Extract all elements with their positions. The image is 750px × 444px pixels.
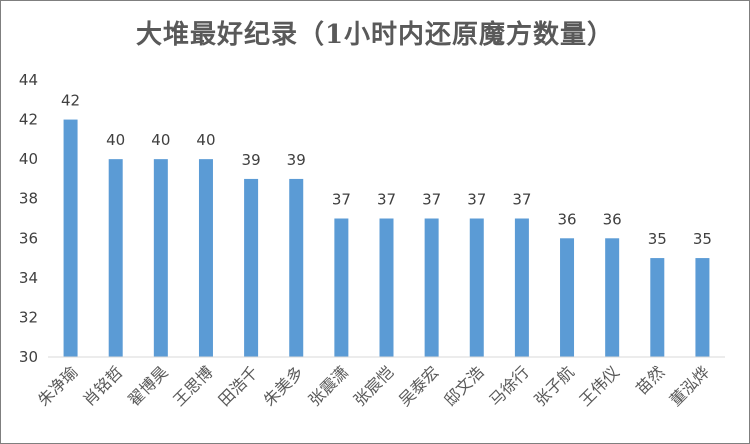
bar [605,238,620,357]
data-label: 39 [287,151,306,169]
x-tick-label: 董泓烨 [666,362,713,409]
y-axis: 30 32 34 36 38 40 42 44 [19,71,38,366]
y-tick-label: 44 [19,71,38,89]
bar [424,218,439,357]
bar [108,159,123,357]
x-tick-label: 朱美多 [260,362,307,409]
bar [650,258,665,357]
x-tick-label: 肖铭哲 [79,362,126,409]
data-label: 36 [557,210,576,228]
data-label: 39 [242,151,261,169]
x-tick-label: 田浩千 [215,362,262,409]
data-label: 42 [61,92,80,110]
x-tick-label: 王思博 [169,362,216,409]
data-label: 37 [377,191,396,209]
x-tick-label: 朱净瑜 [34,362,81,409]
y-tick-label: 32 [19,308,38,326]
x-tick-label: 翟博昊 [124,362,171,409]
x-tick-label: 张宸恺 [350,362,397,409]
bar [334,218,349,357]
bar [379,218,394,357]
bar [153,159,168,357]
x-tick-label: 张子航 [530,362,577,409]
x-tick-label: 邸文浩 [440,362,487,409]
data-label: 36 [603,210,622,228]
data-label: 35 [648,230,667,248]
data-label: 40 [151,131,170,149]
x-tick-label: 马徐行 [485,362,532,409]
y-tick-label: 42 [19,111,38,129]
bar [695,258,710,357]
chart-title: 大堆最好纪录（1小时内还原魔方数量） [135,20,615,50]
y-tick-label: 38 [19,190,38,208]
bar [244,178,259,357]
y-tick-label: 34 [19,269,38,287]
data-label: 40 [106,131,125,149]
y-tick-label: 40 [19,150,38,168]
y-tick-label: 36 [19,229,38,247]
data-label: 37 [332,191,351,209]
bar [198,159,213,357]
bar [560,238,575,357]
data-label: 37 [512,191,531,209]
bar [63,119,78,357]
y-tick-label: 30 [19,348,38,366]
x-tick-label: 张震潇 [305,362,352,409]
data-label: 35 [693,230,712,248]
x-tick-label: 吴泰宏 [395,362,442,409]
bar [514,218,529,357]
bars [63,119,710,357]
data-label: 37 [467,191,486,209]
bar [289,178,304,357]
x-tick-label: 王伟仪 [576,362,623,409]
x-tick-label: 苗然 [632,362,668,398]
bar [469,218,484,357]
data-label: 40 [196,131,215,149]
data-label: 37 [422,191,441,209]
data-labels: 42 40 40 40 39 39 37 37 37 37 37 36 36 35 35 [61,92,712,249]
x-axis-labels: 朱净瑜肖铭哲翟博昊王思博田浩千朱美多张震潇张宸恺吴泰宏邸文浩马徐行张子航王伟仪苗… [34,362,713,409]
